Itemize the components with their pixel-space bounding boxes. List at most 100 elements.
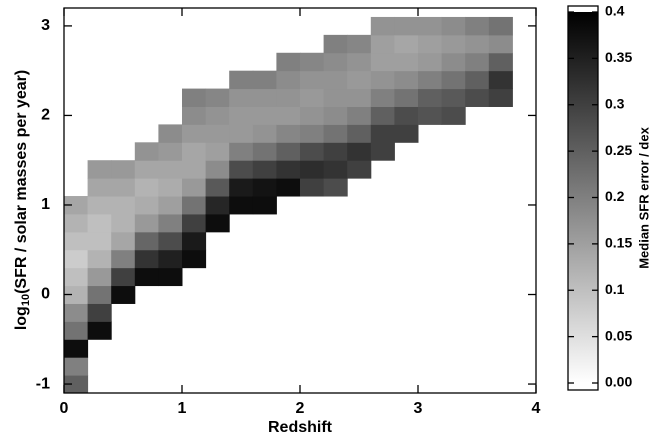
heatmap-cell — [182, 196, 207, 215]
heatmap-cell — [323, 124, 348, 143]
heatmap-cell — [87, 213, 112, 233]
heatmap-cell — [205, 178, 230, 197]
heatmap-cell — [87, 321, 112, 340]
heatmap-cell — [158, 213, 183, 233]
x-tick-label: 0 — [60, 400, 69, 417]
heatmap-cell — [465, 88, 490, 107]
heatmap-cell — [488, 52, 513, 72]
heatmap-cell — [134, 160, 159, 179]
heatmap-cell — [205, 160, 230, 179]
heatmap-cell — [300, 52, 325, 72]
heatmap-cell — [347, 142, 372, 161]
heatmap-cell — [418, 70, 443, 90]
heatmap-cell — [87, 285, 112, 304]
heatmap-cell — [300, 106, 325, 125]
heatmap-cell — [158, 124, 183, 143]
heatmap-cell — [347, 124, 372, 143]
heatmap-cell — [394, 124, 419, 143]
heatmap-cell — [182, 160, 207, 179]
heatmap-cell — [276, 70, 301, 90]
heatmap-cell — [300, 70, 325, 90]
colorbar-tick-label: 0.15 — [605, 235, 632, 251]
heatmap-cell — [158, 231, 183, 251]
heatmap-cell — [465, 70, 490, 90]
heatmap-cell — [111, 231, 136, 251]
heatmap-cell — [323, 160, 348, 179]
heatmap-cell — [418, 34, 443, 54]
heatmap-cell — [323, 142, 348, 161]
heatmap-cell — [205, 88, 230, 107]
heatmap-cell — [488, 88, 513, 107]
heatmap-cell — [323, 106, 348, 125]
heatmap-cell — [158, 178, 183, 197]
heatmap-cell — [323, 34, 348, 54]
heatmap-cell — [64, 231, 89, 251]
heatmap-cell — [441, 88, 466, 107]
heatmap-cell — [441, 34, 466, 54]
y-tick-label: 3 — [41, 17, 50, 34]
heatmap-cell — [182, 88, 207, 107]
heatmap-cell — [158, 160, 183, 179]
heatmap-cell — [111, 160, 136, 179]
colorbar-label: Median SFR error / dex — [636, 126, 651, 268]
colorbar-tick-label: 0.35 — [605, 49, 632, 65]
heatmap-cell — [64, 196, 89, 215]
heatmap-cell — [418, 52, 443, 72]
heatmap-cell — [229, 124, 254, 143]
y-tick-label: 2 — [41, 107, 50, 124]
heatmap-cell — [488, 70, 513, 90]
heatmap-cell — [111, 285, 136, 304]
heatmap-cell — [158, 196, 183, 215]
heatmap-cell — [370, 52, 395, 72]
heatmap-cell — [276, 88, 301, 107]
heatmap-cell — [323, 52, 348, 72]
heatmap-cell — [370, 34, 395, 54]
heatmap-cell — [111, 196, 136, 215]
heatmap-cell — [418, 106, 443, 125]
heatmap-cell — [64, 321, 89, 340]
heatmap-cell — [465, 16, 490, 36]
heatmap-cell — [370, 124, 395, 143]
heatmap-cell — [441, 70, 466, 90]
heatmap-cell — [276, 106, 301, 125]
colorbar-tick-label: 0.25 — [605, 142, 632, 158]
heatmap-cell — [87, 267, 112, 287]
heatmap-cell — [87, 249, 112, 269]
heatmap-cell — [323, 70, 348, 90]
heatmap-cell — [441, 16, 466, 36]
heatmap-cell — [64, 267, 89, 287]
heatmap-cell — [229, 70, 254, 90]
x-tick-label: 2 — [296, 400, 305, 417]
heatmap-cell — [229, 160, 254, 179]
heatmap-cell — [252, 196, 277, 215]
heatmap-cell — [370, 16, 395, 36]
heatmap-cell — [229, 106, 254, 125]
heatmap-cell — [158, 142, 183, 161]
heatmap-cell — [252, 70, 277, 90]
heatmap-cell — [418, 16, 443, 36]
heatmap-cell — [465, 52, 490, 72]
y-tick-label: -1 — [36, 375, 50, 392]
heatmap-cell — [229, 178, 254, 197]
colorbar-tick-label: 0.2 — [605, 188, 625, 204]
heatmap-cell — [134, 267, 159, 287]
heatmap-cell — [64, 303, 89, 322]
heatmap-cell — [276, 160, 301, 179]
heatmap-cell — [465, 34, 490, 54]
heatmap-cell — [347, 70, 372, 90]
heatmap-cell — [347, 52, 372, 72]
heatmap-cell — [323, 88, 348, 107]
heatmap-cell — [276, 52, 301, 72]
heatmap-cell — [182, 124, 207, 143]
heatmap-cell — [182, 178, 207, 197]
heatmap-cell — [205, 196, 230, 215]
heatmap-cell — [394, 16, 419, 36]
heatmap-cell — [323, 178, 348, 197]
heatmap-cell — [229, 88, 254, 107]
heatmap-cell — [134, 142, 159, 161]
heatmap-cell — [252, 88, 277, 107]
heatmap-cell — [300, 88, 325, 107]
heatmap-cell — [87, 160, 112, 179]
heatmap-cell — [87, 178, 112, 197]
